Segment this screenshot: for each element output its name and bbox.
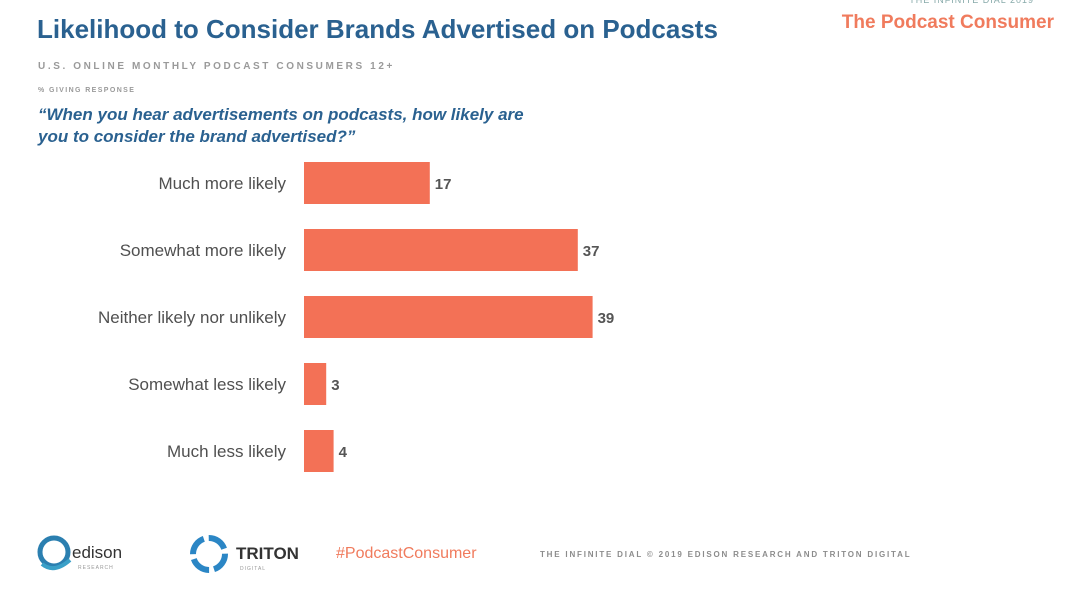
bar: [304, 363, 327, 405]
bar: [304, 296, 593, 338]
value-label: 4: [339, 444, 348, 461]
bar-chart: Much more likely 17 Somewhat more likely 37…: [98, 162, 615, 472]
category-label: Somewhat more likely: [120, 241, 287, 260]
bar: [304, 162, 430, 204]
value-label: 17: [435, 176, 452, 193]
footer-hashtag: #PodcastConsumer: [336, 545, 477, 562]
edison-logo-subtext: RESEARCH: [78, 565, 114, 571]
value-label: 37: [583, 243, 600, 260]
category-label: Somewhat less likely: [128, 375, 286, 394]
bar: [304, 430, 334, 472]
triton-logo-subtext: DIGITAL: [240, 566, 267, 572]
survey-question: “When you hear advertisements on podcast…: [38, 105, 524, 146]
chart-title: Likelihood to Consider Brands Advertised…: [37, 14, 718, 44]
response-note: % GIVING RESPONSE: [38, 87, 136, 94]
infinite-dial-logo-fragment: THE INFINITE DIAL 2019: [909, 0, 1034, 5]
category-label: Much less likely: [167, 442, 287, 461]
triton-logo-icon: [190, 535, 228, 573]
value-label: 3: [331, 377, 339, 394]
podcast-consumer-brand: The Podcast Consumer: [841, 12, 1054, 33]
chart-subtitle: U.S. ONLINE MONTHLY PODCAST CONSUMERS 12…: [38, 61, 395, 72]
category-label: Neither likely nor unlikely: [98, 308, 287, 327]
edison-logo-text: edison: [72, 543, 123, 562]
edison-logo-icon: [37, 535, 72, 571]
bar: [304, 229, 578, 271]
triton-logo-text: TRITON: [236, 544, 299, 563]
category-label: Much more likely: [158, 174, 286, 193]
value-label: 39: [598, 310, 615, 327]
footer-credit: THE INFINITE DIAL © 2019 EDISON RESEARCH…: [540, 550, 912, 559]
